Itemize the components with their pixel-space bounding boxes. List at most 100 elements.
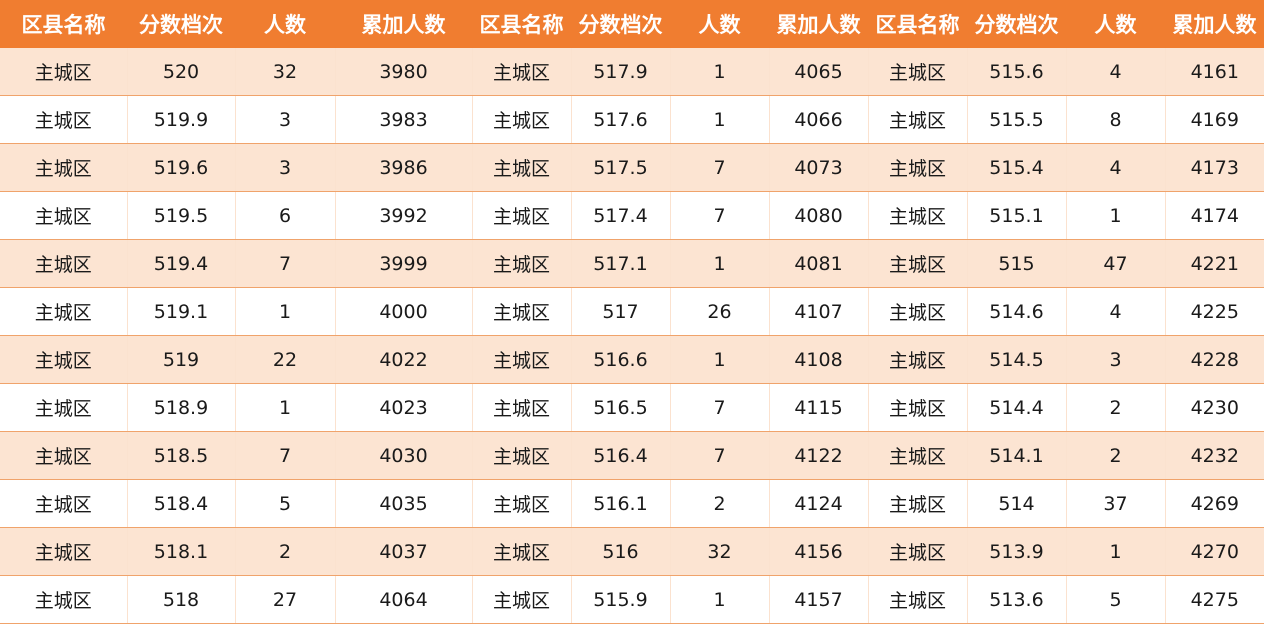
cumulative-cell: 3999 bbox=[335, 239, 473, 288]
score-cell: 518.5 bbox=[127, 431, 236, 480]
score-cell: 515.4 bbox=[967, 143, 1067, 192]
cumulative-cell: 4156 bbox=[769, 527, 869, 576]
score-cell: 515.1 bbox=[967, 191, 1067, 240]
count-cell: 7 bbox=[670, 383, 770, 432]
count-cell: 1 bbox=[235, 383, 336, 432]
count-cell: 1 bbox=[670, 239, 770, 288]
cumulative-cell: 4124 bbox=[769, 479, 869, 528]
count-cell: 7 bbox=[670, 191, 770, 240]
district-cell: 主城区 bbox=[868, 383, 968, 432]
score-cell: 514.4 bbox=[967, 383, 1067, 432]
score-cell: 517 bbox=[571, 287, 671, 336]
district-cell: 主城区 bbox=[0, 527, 128, 576]
header-count: 人数 bbox=[1066, 0, 1165, 48]
score-cell: 516.6 bbox=[571, 335, 671, 384]
header-district-name: 区县名称 bbox=[868, 0, 967, 48]
cumulative-cell: 4225 bbox=[1165, 287, 1264, 336]
cumulative-cell: 4270 bbox=[1165, 527, 1264, 576]
table-body: 主城区 520 32 3980 主城区 517.9 1 4065 主城区 515.6 4 4161 主城… bbox=[0, 48, 1264, 624]
count-cell: 26 bbox=[670, 287, 770, 336]
cumulative-cell: 3980 bbox=[335, 48, 473, 96]
district-cell: 主城区 bbox=[0, 575, 128, 624]
score-cell: 518 bbox=[127, 575, 236, 624]
district-cell: 主城区 bbox=[0, 383, 128, 432]
district-cell: 主城区 bbox=[868, 239, 968, 288]
count-cell: 27 bbox=[235, 575, 336, 624]
cumulative-cell: 4066 bbox=[769, 95, 869, 144]
district-cell: 主城区 bbox=[472, 239, 572, 288]
district-cell: 主城区 bbox=[472, 95, 572, 144]
table-row: 主城区 518.1 2 4037 主城区 516 32 4156 主城区 513.9 1 4270 bbox=[0, 527, 1264, 576]
district-cell: 主城区 bbox=[472, 287, 572, 336]
table-row: 主城区 519.5 6 3992 主城区 517.4 7 4080 主城区 515.1 1 4174 bbox=[0, 191, 1264, 240]
district-cell: 主城区 bbox=[0, 431, 128, 480]
district-cell: 主城区 bbox=[868, 575, 968, 624]
cumulative-cell: 4107 bbox=[769, 287, 869, 336]
count-cell: 1 bbox=[235, 287, 336, 336]
cumulative-cell: 4221 bbox=[1165, 239, 1264, 288]
count-cell: 8 bbox=[1066, 95, 1166, 144]
score-cell: 517.1 bbox=[571, 239, 671, 288]
cumulative-cell: 4269 bbox=[1165, 479, 1264, 528]
cumulative-cell: 4230 bbox=[1165, 383, 1264, 432]
score-cell: 515.5 bbox=[967, 95, 1067, 144]
cumulative-cell: 4065 bbox=[769, 48, 869, 96]
table-row: 主城区 519.9 3 3983 主城区 517.6 1 4066 主城区 515.5 8 4169 bbox=[0, 95, 1264, 144]
header-district-name: 区县名称 bbox=[472, 0, 571, 48]
header-score-level: 分数档次 bbox=[571, 0, 670, 48]
district-cell: 主城区 bbox=[472, 527, 572, 576]
cumulative-cell: 4022 bbox=[335, 335, 473, 384]
score-cell: 514.1 bbox=[967, 431, 1067, 480]
count-cell: 2 bbox=[235, 527, 336, 576]
score-cell: 519.4 bbox=[127, 239, 236, 288]
score-cell: 519.6 bbox=[127, 143, 236, 192]
count-cell: 7 bbox=[235, 431, 336, 480]
count-cell: 2 bbox=[670, 479, 770, 528]
district-cell: 主城区 bbox=[868, 48, 968, 96]
score-cell: 513.6 bbox=[967, 575, 1067, 624]
count-cell: 1 bbox=[670, 575, 770, 624]
score-cell: 519.9 bbox=[127, 95, 236, 144]
score-cell: 514.6 bbox=[967, 287, 1067, 336]
district-cell: 主城区 bbox=[868, 95, 968, 144]
header-cumulative-count: 累加人数 bbox=[335, 0, 472, 48]
cumulative-cell: 3986 bbox=[335, 143, 473, 192]
score-cell: 519.1 bbox=[127, 287, 236, 336]
count-cell: 4 bbox=[1066, 48, 1166, 96]
cumulative-cell: 4275 bbox=[1165, 575, 1264, 624]
cumulative-cell: 4161 bbox=[1165, 48, 1264, 96]
score-cell: 516 bbox=[571, 527, 671, 576]
score-cell: 517.5 bbox=[571, 143, 671, 192]
score-cell: 518.1 bbox=[127, 527, 236, 576]
cumulative-cell: 3983 bbox=[335, 95, 473, 144]
district-cell: 主城区 bbox=[868, 191, 968, 240]
district-cell: 主城区 bbox=[472, 383, 572, 432]
count-cell: 7 bbox=[670, 431, 770, 480]
header-count: 人数 bbox=[235, 0, 335, 48]
score-cell: 516.4 bbox=[571, 431, 671, 480]
cumulative-cell: 4080 bbox=[769, 191, 869, 240]
score-cell: 519.5 bbox=[127, 191, 236, 240]
count-cell: 3 bbox=[235, 95, 336, 144]
score-cell: 520 bbox=[127, 48, 236, 96]
count-cell: 4 bbox=[1066, 287, 1166, 336]
count-cell: 22 bbox=[235, 335, 336, 384]
count-cell: 1 bbox=[670, 95, 770, 144]
count-cell: 5 bbox=[235, 479, 336, 528]
district-cell: 主城区 bbox=[0, 191, 128, 240]
district-cell: 主城区 bbox=[868, 479, 968, 528]
count-cell: 2 bbox=[1066, 383, 1166, 432]
district-cell: 主城区 bbox=[868, 143, 968, 192]
cumulative-cell: 4081 bbox=[769, 239, 869, 288]
district-cell: 主城区 bbox=[472, 191, 572, 240]
district-cell: 主城区 bbox=[0, 95, 128, 144]
count-cell: 7 bbox=[235, 239, 336, 288]
count-cell: 3 bbox=[235, 143, 336, 192]
cumulative-cell: 4035 bbox=[335, 479, 473, 528]
score-cell: 517.4 bbox=[571, 191, 671, 240]
count-cell: 37 bbox=[1066, 479, 1166, 528]
district-cell: 主城区 bbox=[472, 479, 572, 528]
district-cell: 主城区 bbox=[472, 143, 572, 192]
count-cell: 2 bbox=[1066, 431, 1166, 480]
